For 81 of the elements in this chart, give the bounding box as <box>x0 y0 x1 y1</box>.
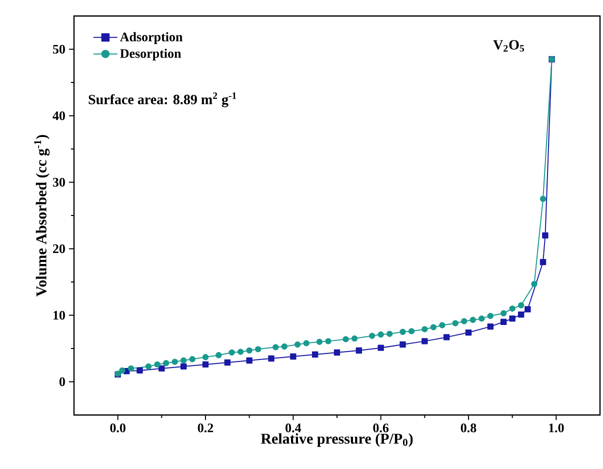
point <box>290 353 296 360</box>
point <box>189 356 196 362</box>
x-tick-label: 1.0 <box>549 424 564 432</box>
point <box>465 329 472 336</box>
point <box>378 331 384 338</box>
y-tick-label: 0 <box>59 377 65 386</box>
point <box>487 312 494 320</box>
point <box>281 343 288 350</box>
point <box>461 318 468 324</box>
point <box>154 361 160 368</box>
point <box>487 323 494 330</box>
point <box>368 332 376 339</box>
y-tick-label: 30 <box>52 178 65 187</box>
point <box>128 365 134 372</box>
point <box>180 363 187 370</box>
point <box>202 354 209 360</box>
x-axis-title: Relative pressure (P/P$_{0}$) <box>260 433 413 447</box>
x-tick-label: 0.6 <box>373 424 389 432</box>
point <box>312 351 318 358</box>
point <box>378 344 384 351</box>
point <box>351 335 358 342</box>
point <box>422 326 428 332</box>
legend-label: Desorption <box>120 48 182 60</box>
point <box>478 315 485 322</box>
point <box>518 311 524 318</box>
y-axis-title: Volume Absorbed (cc g$^{-1}$) <box>34 134 50 297</box>
point <box>443 334 450 340</box>
point <box>224 359 231 366</box>
point <box>272 344 279 350</box>
point <box>145 363 152 370</box>
point <box>136 367 143 374</box>
point <box>246 357 252 364</box>
y-tick-label: 40 <box>52 111 65 120</box>
point <box>422 338 428 344</box>
point <box>158 365 165 372</box>
point <box>228 349 235 356</box>
point <box>303 340 310 346</box>
point <box>216 352 222 358</box>
point <box>509 315 516 322</box>
point <box>255 346 262 352</box>
point <box>439 322 446 328</box>
point <box>542 232 548 239</box>
point <box>325 338 332 344</box>
point <box>509 306 516 312</box>
point <box>500 318 507 325</box>
point <box>540 196 546 202</box>
point <box>342 336 349 342</box>
point <box>268 355 274 362</box>
point <box>356 347 362 354</box>
y-tick-label: 10 <box>54 310 65 320</box>
point <box>408 328 415 334</box>
point <box>386 330 393 337</box>
x-tick-label: 0.0 <box>110 424 126 432</box>
point <box>540 258 546 266</box>
legend-label: Adsorption <box>120 32 183 44</box>
point <box>518 302 524 308</box>
point <box>172 358 178 365</box>
point <box>119 367 126 374</box>
point <box>162 360 170 366</box>
point <box>524 306 531 312</box>
x-tick-label: 0.2 <box>198 424 214 432</box>
point <box>180 357 187 364</box>
point <box>202 361 209 368</box>
point <box>334 349 340 356</box>
point <box>400 341 406 348</box>
annotation: Surface area: 8.89 m$^{2}$ g$^{-1}$ <box>88 92 236 108</box>
y-tick-label: 50 <box>52 44 65 54</box>
point <box>237 348 244 355</box>
point <box>430 324 437 330</box>
point <box>470 316 476 324</box>
point <box>400 328 406 335</box>
point <box>294 341 301 348</box>
x-tick-label: 0.8 <box>460 424 476 432</box>
annotation: V$_{2}$O$_{5}$ <box>493 40 524 52</box>
point <box>500 310 507 316</box>
point <box>316 338 323 345</box>
point <box>246 347 252 354</box>
point <box>531 280 538 288</box>
point <box>452 320 458 326</box>
x-tick-label: 0.4 <box>286 424 302 432</box>
y-tick-label: 20 <box>53 244 65 254</box>
